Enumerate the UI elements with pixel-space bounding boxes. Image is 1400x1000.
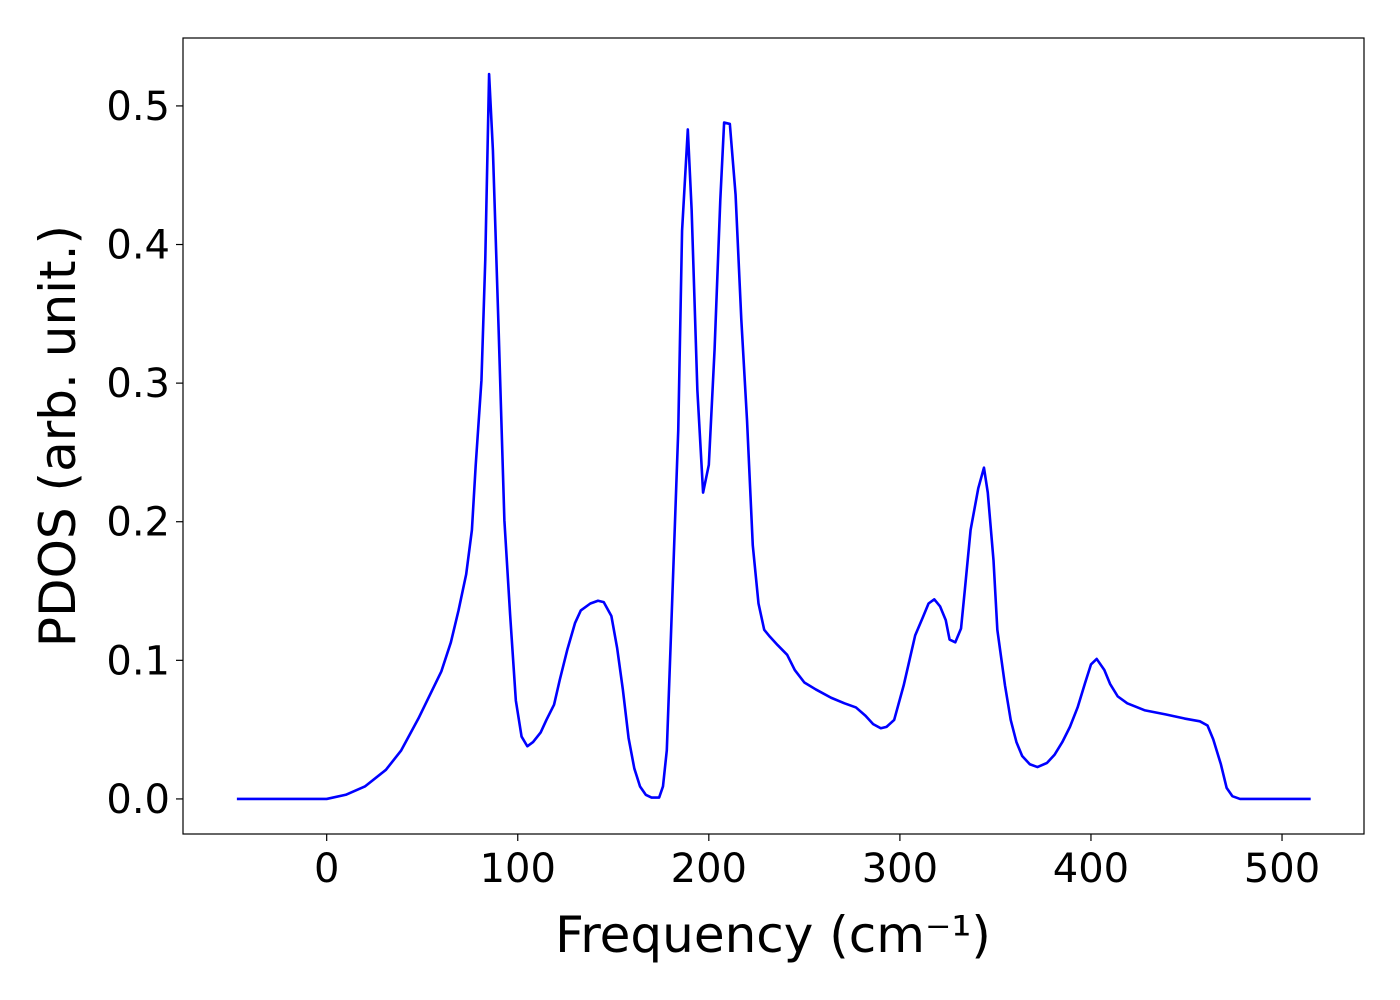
y-tick-label: 0.1: [106, 638, 170, 684]
x-tick-label: 300: [862, 846, 938, 892]
plot-frame: [182, 37, 1365, 835]
y-tick-label: 0.0: [106, 777, 170, 823]
y-tick-label: 0.3: [106, 361, 170, 407]
x-tick-label: 400: [1053, 846, 1129, 892]
x-tick-label: 500: [1244, 846, 1320, 892]
y-tick-label: 0.4: [106, 223, 170, 269]
x-tick-label: 200: [671, 846, 747, 892]
y-tick-label: 0.2: [106, 500, 170, 546]
x-axis-label: Frequency (cm⁻¹): [555, 906, 991, 964]
x-tick-label: 0: [314, 846, 339, 892]
x-tick-label: 100: [480, 846, 556, 892]
y-tick-label: 0.5: [106, 84, 170, 130]
y-axis-label: PDOS (arb. unit.): [29, 225, 87, 647]
data-line: [236, 72, 1311, 801]
